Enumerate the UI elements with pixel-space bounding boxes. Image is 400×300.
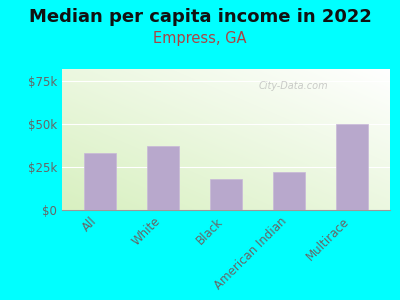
Text: Empress, GA: Empress, GA bbox=[153, 32, 247, 46]
Bar bbox=[210, 179, 242, 210]
Bar bbox=[273, 172, 305, 210]
Bar bbox=[147, 146, 179, 210]
Text: City-Data.com: City-Data.com bbox=[259, 81, 328, 91]
Text: Median per capita income in 2022: Median per capita income in 2022 bbox=[28, 8, 372, 26]
Bar bbox=[84, 153, 116, 210]
Bar bbox=[336, 124, 368, 210]
